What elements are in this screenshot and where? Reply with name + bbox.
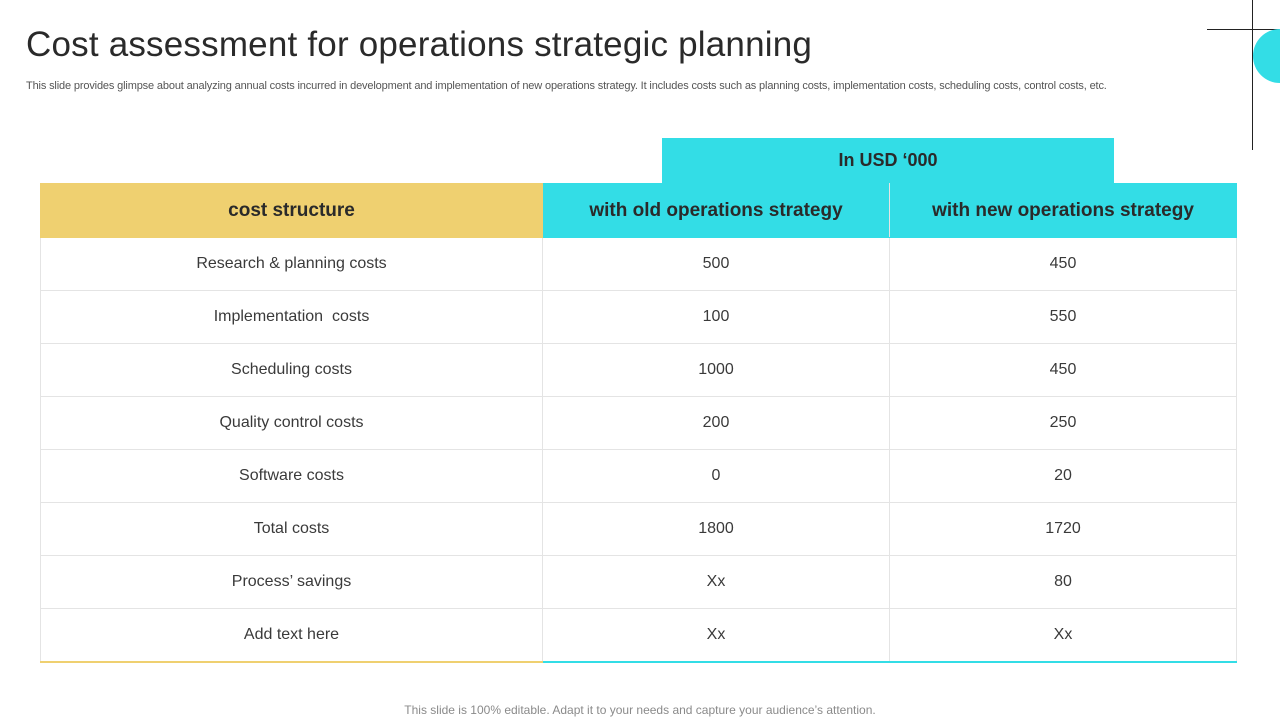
old-strategy-value: 1800 xyxy=(542,502,890,556)
old-strategy-value: Xx xyxy=(542,555,890,609)
new-strategy-value: 450 xyxy=(889,343,1237,397)
table-row: Process’ savings Xx 80 xyxy=(40,555,1237,609)
table-row: Total costs 1800 1720 xyxy=(40,502,1237,556)
table-row: Quality control costs 200 250 xyxy=(40,396,1237,450)
slide-subtitle: This slide provides glimpse about analyz… xyxy=(26,80,1107,92)
table-row: Add text here Xx Xx xyxy=(40,608,1237,663)
row-label: Add text here xyxy=(40,608,543,663)
row-label: Process’ savings xyxy=(40,555,543,609)
new-strategy-value: 80 xyxy=(889,555,1237,609)
old-strategy-value: 100 xyxy=(542,290,890,344)
decorative-vertical-line xyxy=(1252,0,1253,150)
row-label: Research & planning costs xyxy=(40,237,543,291)
row-label: Total costs xyxy=(40,502,543,556)
cost-table: cost structure with old operations strat… xyxy=(40,183,1237,663)
new-strategy-value: 550 xyxy=(889,290,1237,344)
row-label: Scheduling costs xyxy=(40,343,543,397)
column-header-old-strategy: with old operations strategy xyxy=(542,183,890,238)
row-label: Implementation costs xyxy=(40,290,543,344)
new-strategy-value: Xx xyxy=(889,608,1237,663)
table-row: Scheduling costs 1000 450 xyxy=(40,343,1237,397)
row-label: Software costs xyxy=(40,449,543,503)
table-row: Implementation costs 100 550 xyxy=(40,290,1237,344)
new-strategy-value: 20 xyxy=(889,449,1237,503)
old-strategy-value: 500 xyxy=(542,237,890,291)
decorative-horizontal-line xyxy=(1207,29,1280,30)
new-strategy-value: 1720 xyxy=(889,502,1237,556)
old-strategy-value: 200 xyxy=(542,396,890,450)
old-strategy-value: 1000 xyxy=(542,343,890,397)
old-strategy-value: 0 xyxy=(542,449,890,503)
footer-note: This slide is 100% editable. Adapt it to… xyxy=(404,703,876,717)
decorative-circle xyxy=(1253,29,1280,83)
slide-title: Cost assessment for operations strategic… xyxy=(26,25,813,64)
row-label: Quality control costs xyxy=(40,396,543,450)
table-row: Software costs 0 20 xyxy=(40,449,1237,503)
column-header-cost-structure: cost structure xyxy=(40,183,543,238)
new-strategy-value: 450 xyxy=(889,237,1237,291)
currency-unit-header: In USD ‘000 xyxy=(662,138,1114,183)
new-strategy-value: 250 xyxy=(889,396,1237,450)
table-header-row: cost structure with old operations strat… xyxy=(40,183,1237,238)
old-strategy-value: Xx xyxy=(542,608,890,663)
column-header-new-strategy: with new operations strategy xyxy=(889,183,1237,238)
table-row: Research & planning costs 500 450 xyxy=(40,237,1237,291)
